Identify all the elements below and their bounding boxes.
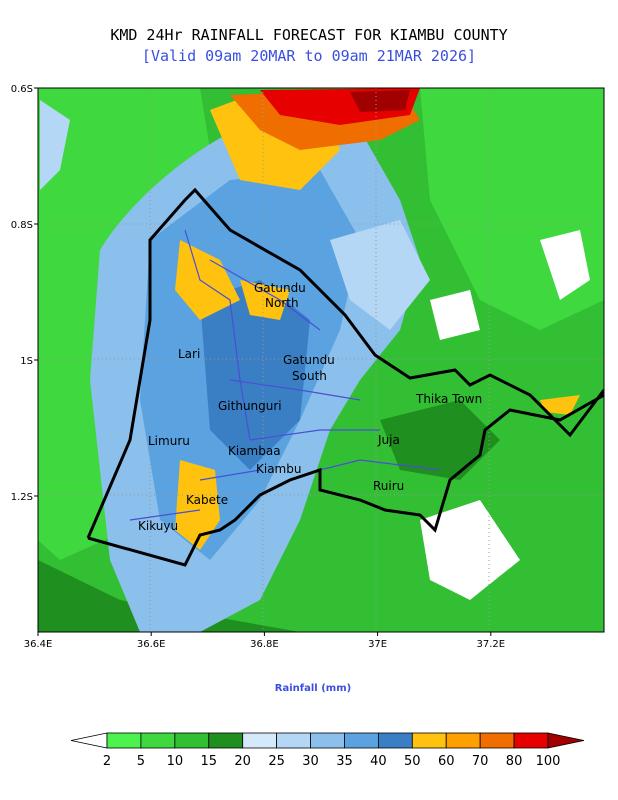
place-label: South: [292, 369, 327, 383]
place-label: Kiambu: [256, 462, 301, 476]
axis-ticks: 36.4E 36.6E 36.8E 37E 37.2E 0.6S 0.8S 1S 1.2S: [11, 84, 505, 650]
colorbar-swatch: [106, 732, 142, 749]
colorbar-swatch: [445, 732, 481, 749]
colorbar-tick-label: 70: [472, 754, 489, 769]
colorbar-tick-label: 35: [336, 754, 353, 769]
y-tick-label: 1.2S: [11, 492, 33, 503]
rainfall-field: [38, 88, 604, 632]
colorbar-tick-label: 80: [506, 754, 523, 769]
place-label: Kiambaa: [228, 444, 281, 458]
y-tick-label: 1S: [20, 356, 33, 367]
x-tick-label: 37E: [368, 639, 387, 650]
y-tick-label: 0.8S: [11, 220, 33, 231]
colorbar-tick-label: 15: [200, 754, 217, 769]
colorbar-label: Rainfall (mm): [275, 683, 351, 694]
colorbar-tick-label: 25: [268, 754, 285, 769]
place-label: Gatundu: [283, 353, 335, 367]
colorbar-swatch: [344, 732, 379, 749]
colorbar-swatch: [174, 732, 210, 749]
colorbar-tick-label: 2: [103, 754, 111, 769]
colorbar-swatch: [140, 732, 176, 749]
colorbar-end: [70, 732, 108, 749]
colorbar-swatch: [276, 732, 311, 749]
colorbar-swatch: [377, 732, 413, 749]
place-label: Kikuyu: [138, 519, 178, 533]
colorbar-swatch: [208, 732, 244, 749]
place-labels: Gatundu North Lari Gatundu South Githung…: [138, 281, 482, 533]
colorbar-tick-label: 5: [137, 754, 145, 769]
subtitle: [Valid 09am 20MAR to 09am 21MAR 2026]: [142, 47, 476, 65]
colorbar-tick-label: 30: [302, 754, 319, 769]
place-label: Kabete: [186, 493, 228, 507]
colorbar-swatch: [479, 732, 515, 749]
colorbar-tick-label: 50: [404, 754, 421, 769]
colorbar-tick-label: 20: [234, 754, 251, 769]
place-label: Gatundu: [254, 281, 306, 295]
colorbar: 2 5 10 15 20 25 30 35 40 50 60 70 80 100: [70, 732, 585, 769]
x-tick-label: 37.2E: [477, 639, 506, 650]
colorbar-end: [547, 732, 585, 749]
colorbar-tick-label: 60: [438, 754, 455, 769]
place-label: Githunguri: [218, 399, 282, 413]
colorbar-tick-label: 40: [370, 754, 387, 769]
place-label: Lari: [178, 347, 200, 361]
grid: [38, 88, 604, 632]
place-label: Ruiru: [373, 479, 404, 493]
x-tick-label: 36.8E: [250, 639, 279, 650]
place-label: Thika Town: [415, 392, 482, 406]
place-label: North: [265, 296, 299, 310]
colorbar-swatch: [411, 732, 447, 749]
colorbar-swatch: [310, 732, 345, 749]
y-tick-label: 0.6S: [11, 84, 33, 95]
place-label: Juja: [377, 433, 400, 447]
county-boundary: [86, 187, 604, 567]
colorbar-tick-label: 100: [536, 754, 561, 769]
colorbar-tick-label: 10: [167, 754, 184, 769]
colorbar-swatch: [513, 732, 549, 749]
x-tick-label: 36.6E: [137, 639, 166, 650]
place-label: Limuru: [148, 434, 190, 448]
x-tick-label: 36.4E: [24, 639, 53, 650]
title: KMD 24Hr RAINFALL FORECAST FOR KIAMBU CO…: [110, 26, 507, 44]
colorbar-swatch: [242, 732, 278, 749]
